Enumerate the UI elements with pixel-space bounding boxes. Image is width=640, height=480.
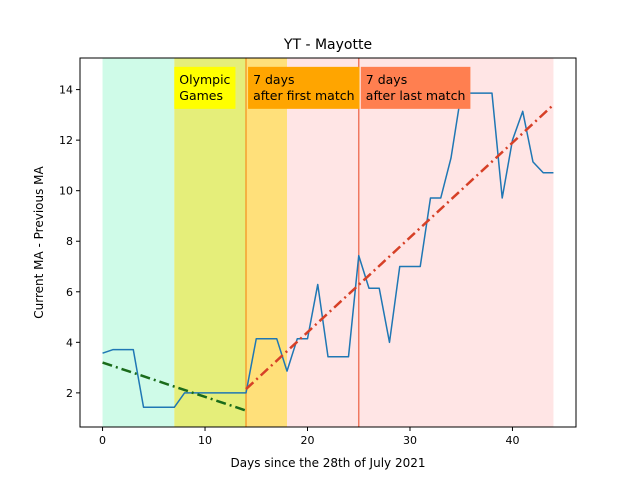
annotation-text: Games bbox=[179, 88, 223, 103]
x-tick-label: 30 bbox=[403, 434, 417, 447]
shaded-band-2 bbox=[174, 58, 247, 427]
y-axis-label: Current MA - Previous MA bbox=[32, 165, 46, 318]
plot-frame bbox=[79, 57, 577, 428]
event-lines bbox=[245, 58, 360, 427]
y-tick-label: 12 bbox=[59, 134, 73, 147]
annotation-box bbox=[248, 66, 360, 109]
y-tick-label: 2 bbox=[66, 387, 73, 400]
trend-line-1 bbox=[102, 361, 247, 412]
y-axis-ticks: 2 4 6 8 10 12 14 bbox=[59, 84, 80, 400]
shaded-band-1 bbox=[102, 58, 175, 427]
series-line bbox=[102, 92, 554, 409]
chart-title: YT - Mayotte bbox=[283, 37, 372, 53]
y-tick-label: 10 bbox=[59, 185, 73, 198]
y-tick-label: 4 bbox=[66, 336, 73, 349]
annotation-box bbox=[360, 66, 471, 109]
series-lines bbox=[102, 92, 555, 412]
y-tick-label: 6 bbox=[66, 286, 73, 299]
y-tick-label: 14 bbox=[59, 84, 73, 97]
shaded-periods bbox=[102, 58, 554, 427]
shaded-band-3 bbox=[246, 58, 288, 427]
x-tick-label: 20 bbox=[301, 434, 315, 447]
annotation-text: 7 days bbox=[253, 72, 294, 87]
annotation-text: 7 days bbox=[366, 72, 407, 87]
x-tick-label: 10 bbox=[198, 434, 212, 447]
annotation-box bbox=[174, 66, 236, 109]
x-tick-label: 40 bbox=[505, 434, 519, 447]
annotation-text: Olympic bbox=[179, 72, 230, 87]
y-tick-label: 8 bbox=[66, 235, 73, 248]
annotation-text: after last match bbox=[366, 88, 466, 103]
x-tick-label: 0 bbox=[99, 434, 106, 447]
annotation-text: after first match bbox=[253, 88, 354, 103]
trend-line-2 bbox=[245, 103, 555, 391]
shaded-band-4 bbox=[287, 58, 554, 427]
x-axis-label: Days since the 28th of July 2021 bbox=[231, 456, 426, 470]
x-axis-ticks: 0 10 20 30 40 bbox=[99, 427, 519, 447]
